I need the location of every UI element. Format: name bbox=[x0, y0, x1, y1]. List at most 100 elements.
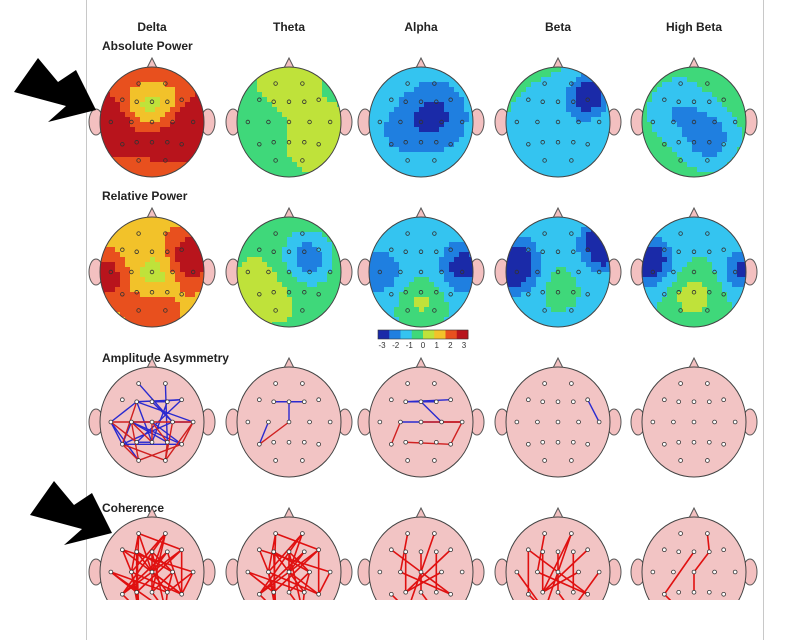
map-cell bbox=[536, 252, 542, 258]
map-cell bbox=[444, 277, 450, 283]
map-cell bbox=[160, 107, 166, 113]
map-cell bbox=[546, 107, 552, 113]
map-cell bbox=[384, 147, 390, 153]
map-cell bbox=[672, 302, 678, 308]
map-cell bbox=[414, 287, 420, 293]
map-cell bbox=[697, 107, 703, 113]
map-cell bbox=[459, 67, 465, 73]
electrode bbox=[300, 459, 304, 463]
map-cell bbox=[556, 127, 562, 133]
map-cell bbox=[717, 77, 723, 83]
map-cell bbox=[414, 272, 420, 278]
map-cell bbox=[591, 127, 597, 133]
map-cell bbox=[140, 167, 146, 173]
map-cell bbox=[145, 307, 151, 313]
map-cell bbox=[389, 147, 395, 153]
map-cell bbox=[297, 272, 303, 278]
map-cell bbox=[322, 222, 328, 228]
map-cell bbox=[551, 287, 557, 293]
band-header: High Beta bbox=[666, 20, 722, 34]
map-cell bbox=[429, 112, 435, 118]
map-cell bbox=[292, 117, 298, 123]
map-cell bbox=[581, 122, 587, 128]
map-cell bbox=[449, 137, 455, 143]
map-cell bbox=[190, 72, 196, 78]
map-cell bbox=[682, 152, 688, 158]
map-cell bbox=[566, 162, 572, 168]
map-cell bbox=[185, 172, 191, 178]
map-cell bbox=[551, 232, 557, 238]
map-cell bbox=[262, 172, 268, 178]
map-cell bbox=[531, 297, 537, 303]
map-cell bbox=[409, 97, 415, 103]
map-cell bbox=[737, 117, 743, 123]
map-cell bbox=[454, 162, 460, 168]
map-cell bbox=[586, 262, 592, 268]
map-cell bbox=[546, 222, 552, 228]
map-cell bbox=[287, 297, 293, 303]
map-cell bbox=[531, 172, 537, 178]
map-cell bbox=[722, 152, 728, 158]
map-cell bbox=[511, 247, 517, 253]
map-cell bbox=[277, 102, 283, 108]
map-cell bbox=[247, 107, 253, 113]
map-cell bbox=[667, 92, 673, 98]
map-cell bbox=[702, 317, 708, 323]
map-cell bbox=[667, 292, 673, 298]
map-cell bbox=[531, 262, 537, 268]
map-cell bbox=[712, 257, 718, 263]
map-cell bbox=[642, 217, 648, 223]
map-cell bbox=[521, 227, 527, 233]
map-cell bbox=[374, 77, 380, 83]
map-cell bbox=[110, 167, 116, 173]
map-cell bbox=[135, 302, 141, 308]
map-cell bbox=[722, 102, 728, 108]
map-cell bbox=[591, 97, 597, 103]
map-cell bbox=[531, 237, 537, 243]
map-cell bbox=[546, 132, 552, 138]
map-cell bbox=[596, 292, 602, 298]
map-cell bbox=[185, 127, 191, 133]
map-cell bbox=[546, 262, 552, 268]
map-cell bbox=[297, 122, 303, 128]
map-cell bbox=[667, 142, 673, 148]
map-cell bbox=[277, 317, 283, 323]
map-cell bbox=[732, 247, 738, 253]
map-cell bbox=[322, 272, 328, 278]
map-cell bbox=[100, 152, 106, 158]
map-cell bbox=[521, 122, 527, 128]
map-cell bbox=[277, 142, 283, 148]
map-cell bbox=[511, 262, 517, 268]
map-cell bbox=[742, 162, 748, 168]
map-cell bbox=[180, 137, 186, 143]
map-cell bbox=[160, 257, 166, 263]
map-cell bbox=[672, 92, 678, 98]
map-cell bbox=[332, 152, 338, 158]
map-cell bbox=[531, 157, 537, 163]
map-cell bbox=[687, 237, 693, 243]
map-cell bbox=[682, 237, 688, 243]
map-cell bbox=[606, 242, 612, 248]
map-cell bbox=[551, 82, 557, 88]
map-cell bbox=[414, 137, 420, 143]
map-cell bbox=[717, 82, 723, 88]
map-cell bbox=[262, 162, 268, 168]
map-cell bbox=[262, 307, 268, 313]
map-cell bbox=[566, 317, 572, 323]
map-cell bbox=[307, 147, 313, 153]
map-cell bbox=[707, 127, 713, 133]
map-cell bbox=[145, 117, 151, 123]
map-cell bbox=[252, 317, 258, 323]
map-cell bbox=[394, 102, 400, 108]
map-cell bbox=[160, 252, 166, 258]
map-cell bbox=[511, 167, 517, 173]
map-cell bbox=[135, 317, 141, 323]
map-cell bbox=[531, 277, 537, 283]
map-cell bbox=[566, 277, 572, 283]
map-cell bbox=[115, 277, 121, 283]
map-cell bbox=[727, 137, 733, 143]
map-cell bbox=[712, 92, 718, 98]
map-cell bbox=[332, 267, 338, 273]
map-cell bbox=[414, 237, 420, 243]
